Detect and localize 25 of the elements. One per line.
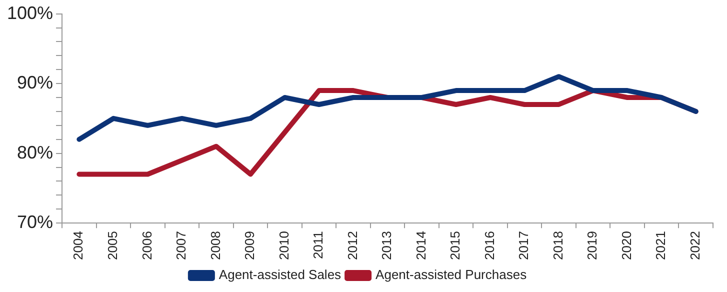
x-tick-label: 2011 <box>310 231 326 260</box>
y-tick-label: 80% <box>17 142 54 162</box>
x-tick-label: 2015 <box>448 231 463 260</box>
x-tick-label: 2020 <box>618 231 634 260</box>
x-tick-label: 2006 <box>139 231 154 260</box>
x-tick-label: 2022 <box>687 231 702 260</box>
y-tick-label: 90% <box>17 72 54 93</box>
x-tick-label: 2014 <box>413 231 428 260</box>
y-tick-label: 100% <box>6 2 54 23</box>
x-tick-label: 2018 <box>550 231 566 260</box>
x-tick-label: 2016 <box>482 231 497 260</box>
x-tick-label: 2008 <box>208 231 223 260</box>
x-tick-label: 2017 <box>516 231 532 260</box>
legend-label: Agent-assisted Sales <box>218 267 342 282</box>
legend-label: Agent-assisted Purchases <box>376 267 528 282</box>
x-tick-label: 2019 <box>584 231 600 260</box>
x-tick-label: 2012 <box>344 231 360 260</box>
y-tick-label: 70% <box>17 212 54 232</box>
x-tick-label: 2005 <box>105 231 120 260</box>
x-tick-label: 2004 <box>70 231 86 260</box>
x-tick-label: 2013 <box>379 231 394 260</box>
x-tick-label: 2010 <box>276 231 292 260</box>
x-tick-label: 2021 <box>653 231 668 260</box>
x-tick-label: 2007 <box>174 231 189 260</box>
x-tick-label: 2009 <box>242 231 258 260</box>
